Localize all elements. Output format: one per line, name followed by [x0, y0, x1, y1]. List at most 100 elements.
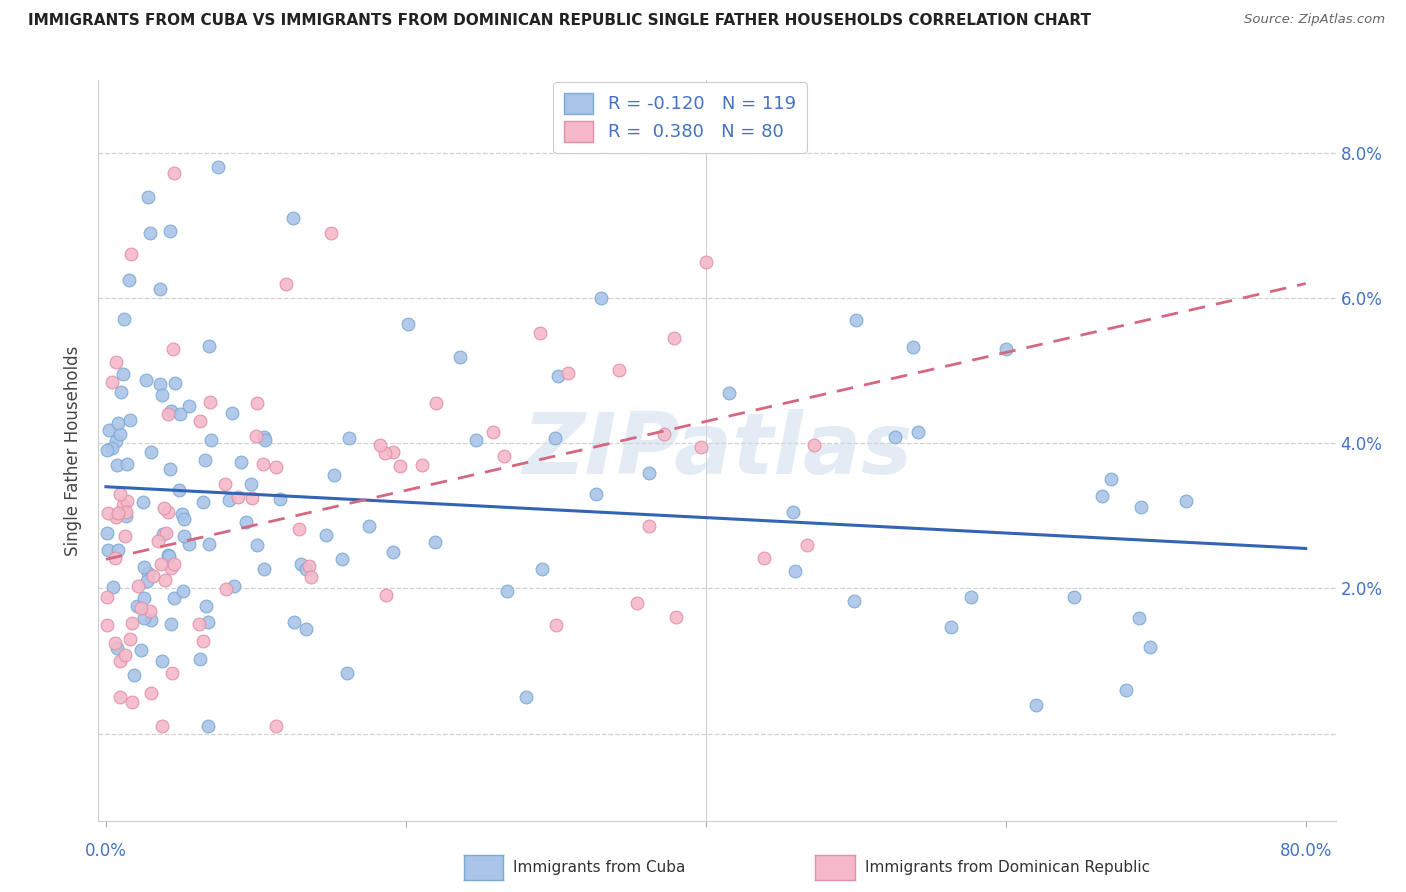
Point: [104, 636, 127, 650]
Point: [557, 366, 579, 380]
Point: [167, 483, 190, 497]
Point: [152, 527, 174, 541]
Point: [191, 634, 214, 648]
Point: [207, 161, 229, 175]
Point: [150, 557, 173, 571]
Point: [104, 509, 127, 524]
Point: [191, 495, 214, 509]
Point: [110, 690, 132, 705]
Point: [153, 501, 176, 516]
Point: [104, 434, 127, 448]
Point: [796, 537, 818, 551]
Point: [231, 455, 253, 469]
Point: [1063, 590, 1085, 604]
Point: [100, 375, 122, 389]
Point: [155, 526, 177, 541]
Point: [1115, 683, 1137, 698]
Point: [959, 590, 981, 604]
Point: [221, 406, 243, 420]
Point: [689, 440, 711, 454]
Point: [188, 652, 211, 666]
Point: [194, 599, 217, 613]
Point: [246, 538, 269, 552]
Point: [169, 407, 191, 421]
Text: Source: ZipAtlas.com: Source: ZipAtlas.com: [1244, 13, 1385, 27]
Point: [160, 560, 183, 574]
Point: [717, 385, 740, 400]
Point: [149, 376, 172, 391]
Point: [118, 273, 141, 287]
Point: [530, 562, 553, 576]
Point: [381, 545, 404, 559]
Point: [97, 506, 120, 520]
Point: [200, 434, 222, 448]
Point: [111, 498, 134, 512]
Point: [1174, 494, 1197, 508]
Point: [177, 537, 200, 551]
Point: [290, 557, 312, 571]
Point: [149, 282, 172, 296]
Point: [626, 597, 648, 611]
Point: [330, 551, 353, 566]
Point: [163, 591, 186, 605]
Point: [132, 591, 155, 606]
Point: [114, 529, 136, 543]
Point: [173, 529, 195, 543]
Point: [152, 719, 174, 733]
Point: [844, 594, 866, 608]
Point: [245, 429, 267, 443]
Point: [585, 487, 607, 501]
Point: [110, 487, 132, 501]
Point: [283, 615, 305, 629]
Point: [105, 640, 128, 655]
Point: [108, 427, 131, 442]
Point: [115, 504, 138, 518]
Point: [163, 376, 186, 391]
Point: [374, 588, 396, 602]
Point: [323, 467, 346, 482]
Point: [752, 550, 775, 565]
Point: [153, 573, 176, 587]
Point: [96, 543, 118, 558]
Point: [160, 617, 183, 632]
Point: [170, 507, 193, 521]
Point: [118, 413, 141, 427]
Point: [110, 385, 132, 400]
Point: [197, 615, 219, 629]
Point: [141, 445, 163, 459]
Point: [1129, 500, 1152, 514]
Point: [252, 457, 274, 471]
Point: [398, 318, 420, 332]
Point: [1091, 489, 1114, 503]
Point: [194, 453, 217, 467]
Point: [177, 400, 200, 414]
Point: [96, 617, 118, 632]
Point: [411, 458, 433, 472]
Point: [136, 566, 159, 581]
Point: [1025, 698, 1047, 712]
Point: [544, 617, 567, 632]
Point: [235, 515, 257, 529]
Point: [482, 425, 505, 439]
Text: Immigrants from Dominican Republic: Immigrants from Dominican Republic: [865, 861, 1150, 875]
Point: [139, 604, 162, 618]
Point: [215, 582, 238, 597]
Point: [1128, 611, 1150, 625]
Point: [172, 583, 194, 598]
Point: [159, 462, 181, 476]
Point: [163, 558, 186, 572]
Point: [994, 342, 1017, 356]
Point: [464, 433, 486, 447]
Point: [124, 667, 146, 681]
Point: [222, 579, 245, 593]
Point: [129, 601, 152, 615]
Point: [337, 431, 360, 445]
Point: [96, 526, 118, 541]
Point: [115, 457, 138, 471]
Point: [319, 226, 342, 240]
Point: [638, 519, 661, 533]
Point: [148, 534, 170, 549]
Point: [423, 535, 446, 549]
Point: [336, 665, 359, 680]
Point: [198, 537, 221, 551]
